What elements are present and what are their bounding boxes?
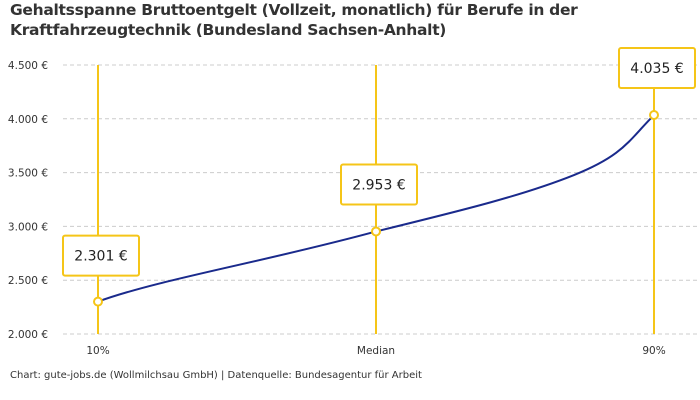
y-tick-label: 2.500 €	[8, 275, 48, 287]
y-tick-label: 2.000 €	[8, 329, 48, 341]
salary-curve	[97, 114, 655, 303]
chart-title: Gehaltsspanne Bruttoentgelt (Vollzeit, m…	[10, 1, 578, 39]
x-tick-label: 10%	[86, 345, 109, 357]
y-tick-label: 3.000 €	[8, 221, 48, 233]
y-tick-label: 3.500 €	[8, 168, 48, 180]
data-point	[93, 296, 103, 307]
data-label-box	[62, 234, 140, 277]
data-label: 4.035 €	[630, 61, 683, 77]
y-tick-label: 4.500 €	[8, 60, 48, 72]
chart-footer: Chart: gute-jobs.de (Wollmilchsau GmbH) …	[10, 370, 422, 381]
data-point	[371, 226, 381, 237]
data-point	[649, 110, 659, 121]
y-tick-label: 4.000 €	[8, 114, 48, 126]
data-label: 2.301 €	[74, 249, 127, 265]
data-label-box	[340, 163, 418, 206]
x-tick-label: Median	[357, 345, 395, 357]
data-label-box	[618, 47, 696, 90]
x-tick-label: 90%	[642, 345, 665, 357]
data-label: 2.953 €	[352, 177, 405, 193]
